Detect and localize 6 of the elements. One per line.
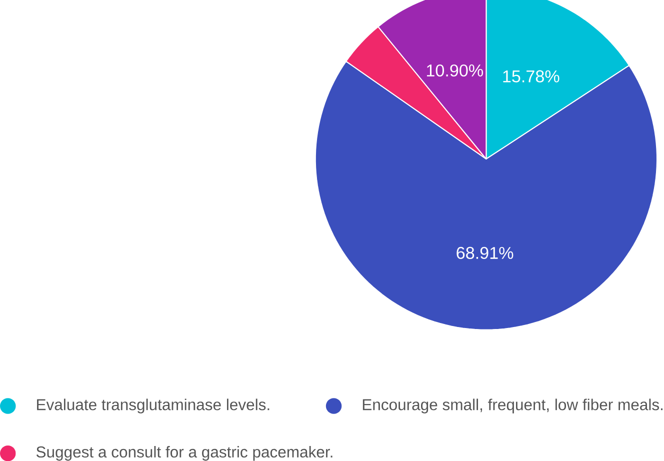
data-label: 10.90% — [426, 64, 484, 76]
data-label: 15.78% — [503, 70, 560, 82]
legend-label: Evaluate transglutaminase levels. — [37, 398, 270, 414]
legend-label: Suggest a consult for a gastric pacemaker. — [36, 446, 332, 461]
data-label: 68.91% — [456, 246, 514, 259]
legend-label: Encourage small, frequent, low fiber meals. — [362, 398, 663, 414]
